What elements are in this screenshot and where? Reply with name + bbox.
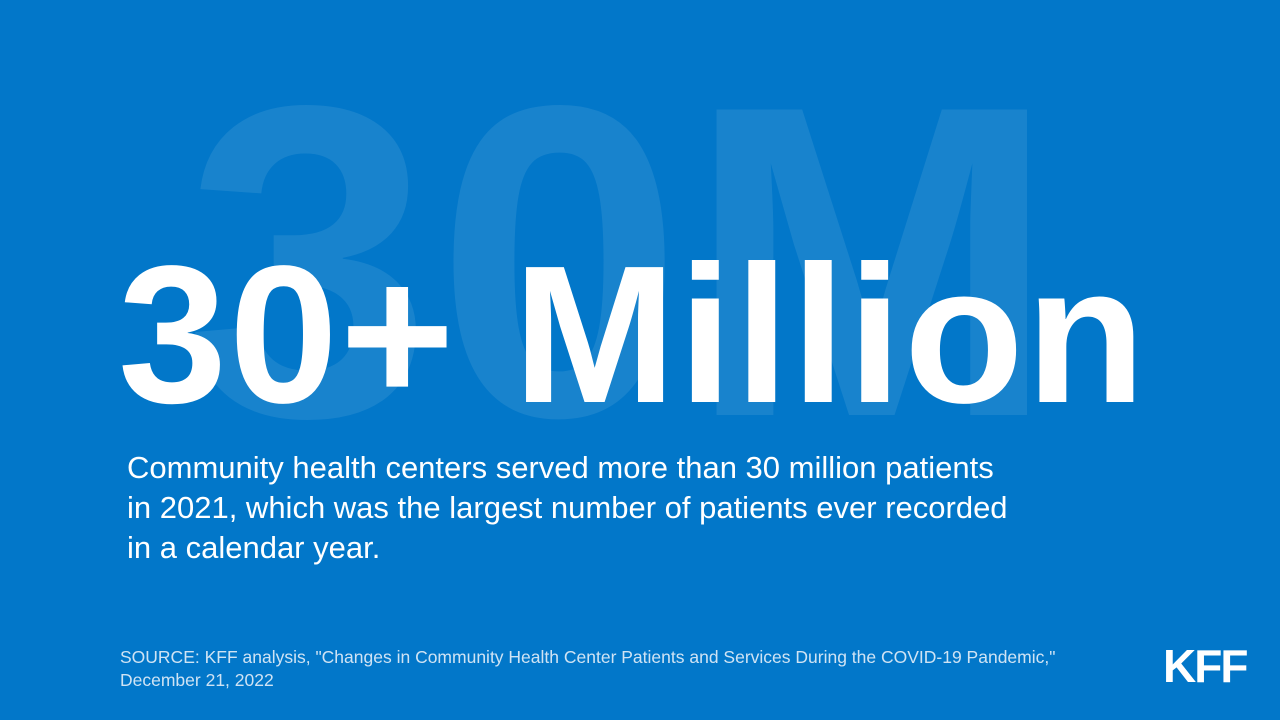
body-line: Community health centers served more tha… [127, 450, 994, 485]
body-line: in 2021, which was the largest number of… [127, 490, 1008, 525]
body-text: Community health centers served more tha… [127, 448, 1008, 568]
source-line: SOURCE: KFF analysis, "Changes in Commun… [120, 647, 1056, 667]
logo: KFF [1163, 640, 1248, 692]
source-line: December 21, 2022 [120, 670, 274, 690]
watermark: 30M [185, 14, 1061, 510]
body-line: in a calendar year. [127, 530, 381, 565]
headline: 30+ Million [118, 225, 1148, 444]
source-note: SOURCE: KFF analysis, "Changes in Commun… [120, 646, 1055, 692]
